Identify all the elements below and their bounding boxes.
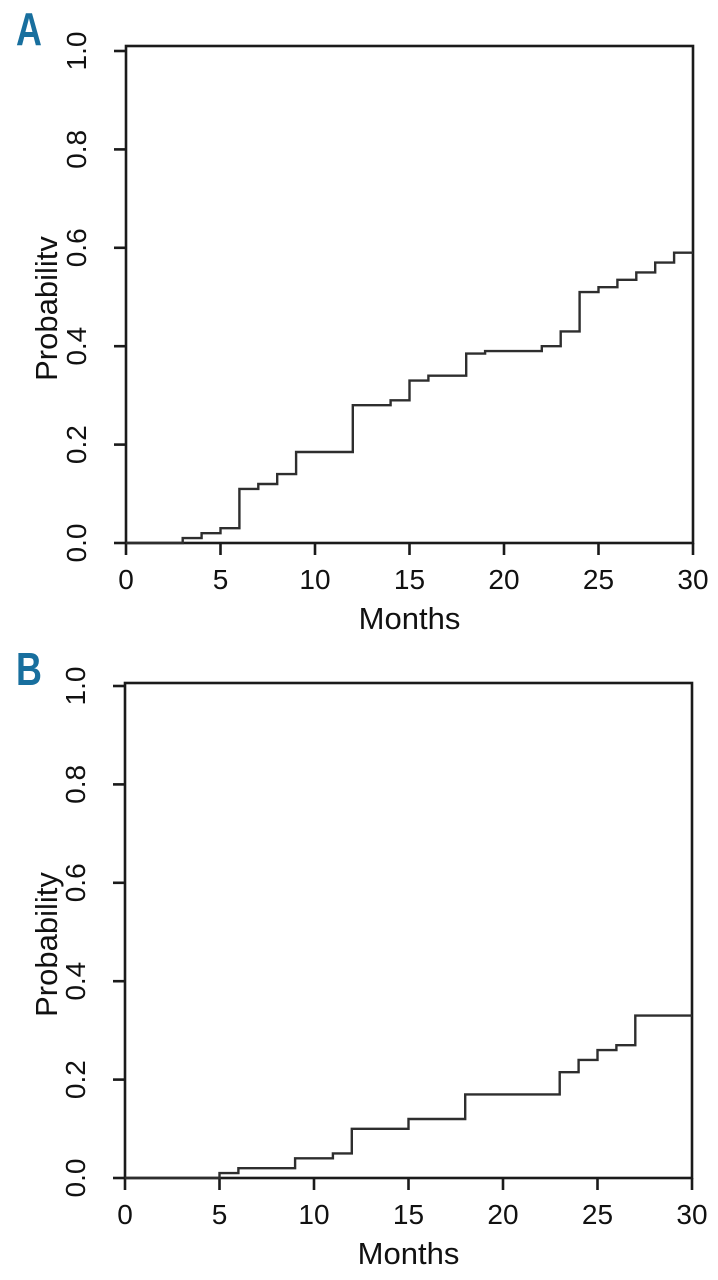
y-tick-label: 0.4 — [61, 327, 92, 366]
x-tick-label: 0 — [118, 564, 134, 595]
x-tick-label: 5 — [213, 564, 229, 595]
y-tick-label: 1.0 — [60, 667, 91, 706]
y-tick-label: 0.8 — [61, 130, 92, 169]
x-tick-label: 20 — [487, 1199, 518, 1230]
y-tick-label: 0.8 — [60, 765, 91, 804]
y-tick-label: 0.2 — [61, 425, 92, 464]
y-tick-label: 0.4 — [60, 962, 91, 1001]
x-tick-label: 20 — [488, 564, 519, 595]
x-tick-label: 10 — [298, 1199, 329, 1230]
x-tick-label: 15 — [393, 1199, 424, 1230]
x-tick-label: 0 — [117, 1199, 133, 1230]
y-tick-label: 0.0 — [60, 1159, 91, 1198]
x-axis-title: Months — [358, 1236, 460, 1271]
y-axis-title: Probability — [29, 872, 64, 1017]
y-axis-title: Probabilitv — [29, 236, 64, 381]
y-tick-label: 0.2 — [60, 1060, 91, 1099]
plot-box — [124, 44, 695, 545]
panel-a-chart: 0 5 10 15 20 25 30 0.0 0.2 0.4 0.6 0.8 1.0 Months Prob… — [29, 32, 709, 636]
x-axis-title: Months — [359, 601, 461, 636]
y-tick-label: 0.0 — [61, 524, 92, 563]
y-tick-label: 1.0 — [61, 32, 92, 71]
panel-a-label: A — [16, 3, 42, 55]
step-curve — [126, 251, 693, 545]
x-tick-label: 30 — [677, 564, 708, 595]
step-curve — [125, 1014, 692, 1180]
x-tick-label: 15 — [394, 564, 425, 595]
x-tick-label: 5 — [212, 1199, 228, 1230]
panel-b-chart: 0 5 10 15 20 25 30 0.0 0.2 0.4 0.6 0.8 1.0 Months Prob… — [29, 667, 708, 1271]
x-tick-label: 30 — [676, 1199, 707, 1230]
x-tick-label: 25 — [583, 564, 614, 595]
y-tick-label: 0.6 — [61, 228, 92, 267]
x-tick-label: 25 — [582, 1199, 613, 1230]
x-tick-label: 10 — [299, 564, 330, 595]
panel-b-label: B — [16, 643, 42, 695]
y-tick-label: 0.6 — [60, 863, 91, 902]
plot-box — [123, 681, 694, 1180]
